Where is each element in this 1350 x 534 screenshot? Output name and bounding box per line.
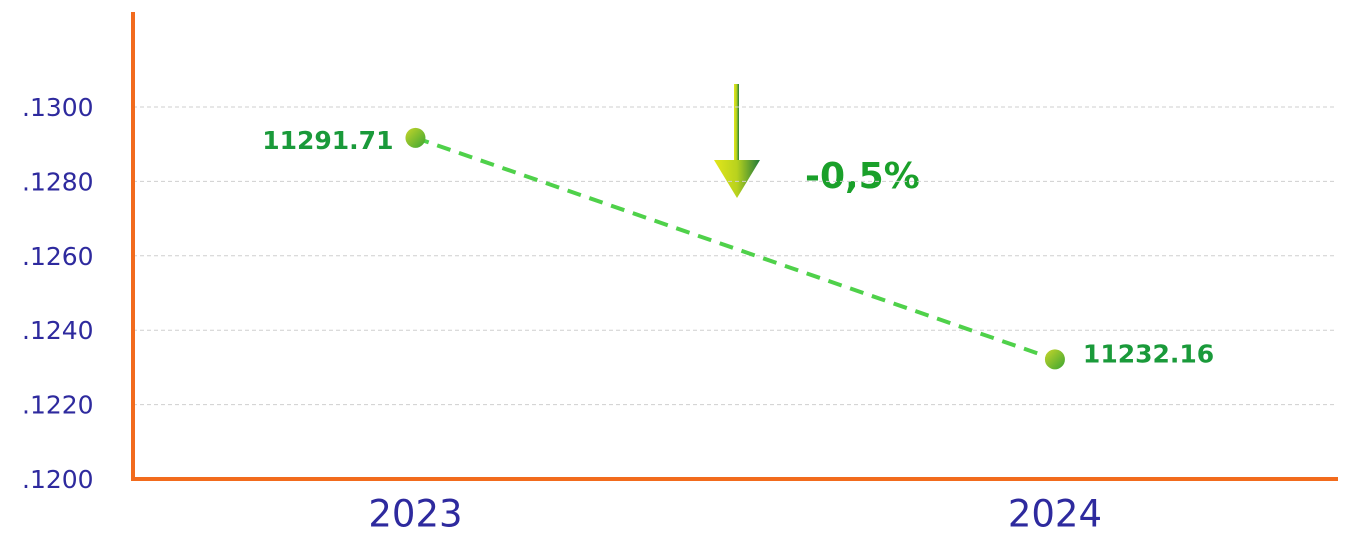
y-tick-label: .1200: [22, 465, 94, 494]
y-tick-label: .1260: [22, 242, 94, 271]
annotation: -0,5%: [805, 156, 920, 197]
data-label: 11232.16: [1083, 339, 1214, 368]
y-tick-label: .1300: [22, 93, 94, 122]
line: [414, 135, 1056, 362]
x-tick-label: 2023: [368, 493, 462, 534]
x-tick-label: 2024: [1008, 493, 1102, 534]
y-tick-label: .1220: [22, 391, 94, 420]
y-tick-label: .1240: [22, 316, 94, 345]
trend-arrow: [714, 84, 760, 198]
data-label: 11291.71: [262, 126, 393, 155]
y-tick-label: .1280: [22, 167, 94, 196]
point: [1044, 349, 1065, 370]
point: [405, 127, 426, 148]
